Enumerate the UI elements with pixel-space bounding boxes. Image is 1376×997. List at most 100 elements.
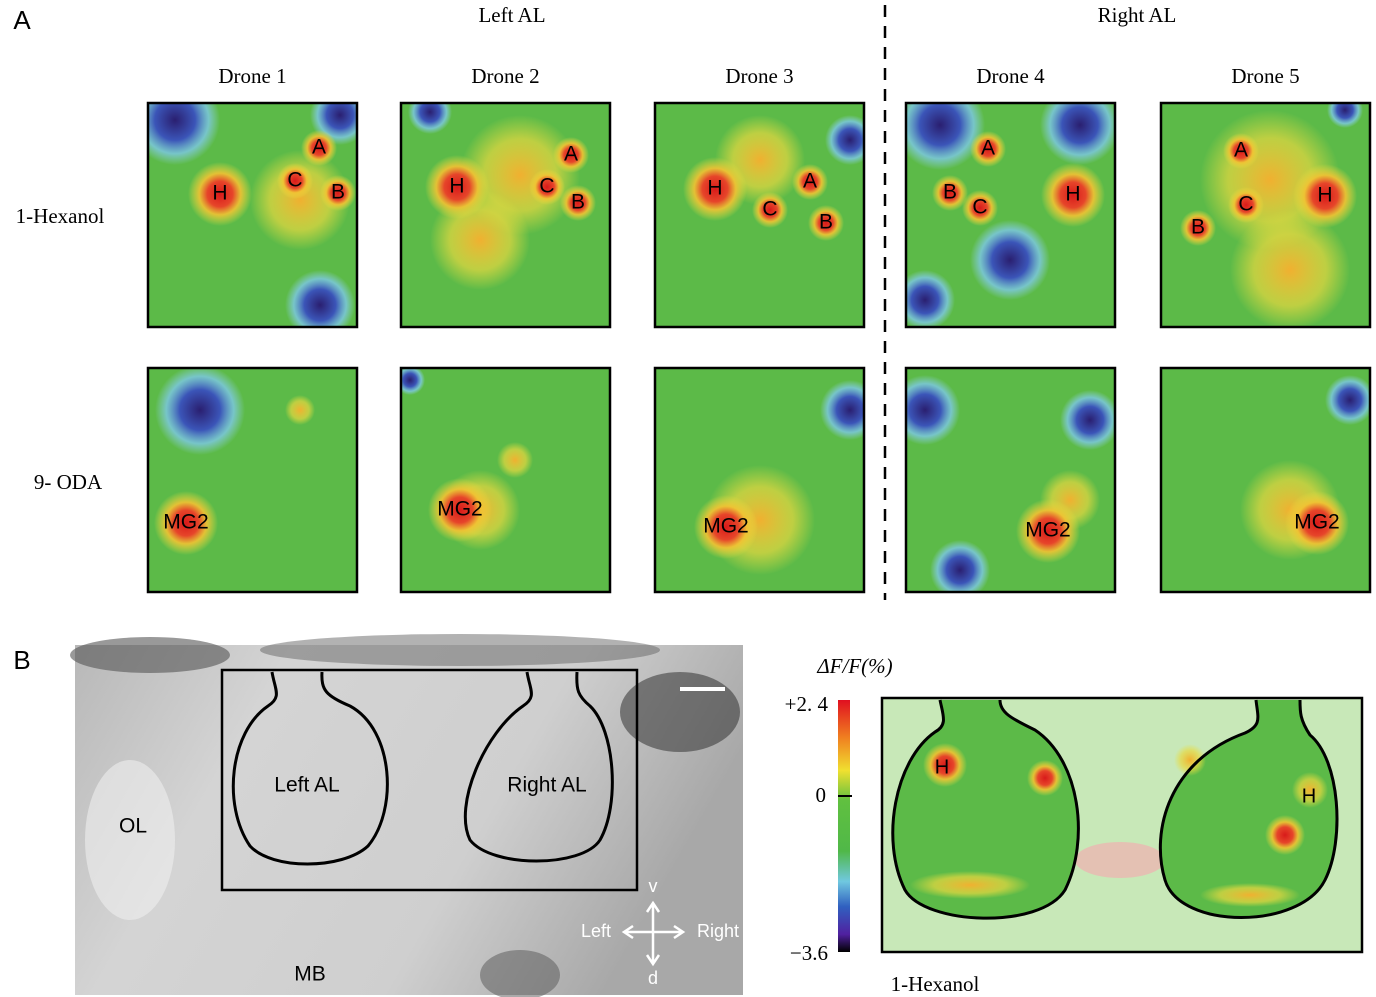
heatmap-image bbox=[130, 75, 370, 340]
glomerulus-label: MG2 bbox=[437, 498, 483, 521]
colorbar-scale bbox=[838, 700, 850, 952]
heatmap: MG2 bbox=[655, 368, 880, 592]
row-label: 1-Hexanol bbox=[16, 204, 105, 228]
colorbar-label: −3.6 bbox=[790, 941, 828, 965]
cold-region bbox=[895, 270, 955, 330]
glomerulus-label: B bbox=[331, 181, 345, 204]
glomerulus-label: C bbox=[1238, 193, 1253, 216]
glomerulus-label: MG2 bbox=[1294, 511, 1340, 534]
cold-region bbox=[155, 365, 245, 455]
cold-region bbox=[825, 115, 875, 165]
heatmap-image bbox=[655, 368, 880, 592]
axis-label: Left bbox=[581, 921, 611, 941]
glomerulus-label: MG2 bbox=[163, 511, 209, 534]
highlight bbox=[85, 760, 175, 920]
warm-region bbox=[1230, 210, 1350, 330]
hotspot bbox=[1200, 883, 1300, 907]
hotspot bbox=[1027, 760, 1063, 796]
glomerulus-label: A bbox=[1234, 139, 1248, 162]
glomerulus-label: H bbox=[212, 182, 227, 205]
warm-region bbox=[497, 442, 533, 478]
cold-region bbox=[820, 380, 880, 440]
heatmap: MG2 bbox=[890, 368, 1120, 600]
panel-label: B bbox=[13, 645, 30, 675]
column-title: Drone 2 bbox=[471, 64, 539, 88]
colorbar-label: +2. 4 bbox=[785, 692, 829, 716]
panel-label: A bbox=[13, 5, 31, 35]
image-label: OL bbox=[119, 815, 147, 838]
axis-label: Right bbox=[697, 921, 739, 941]
cold-region bbox=[395, 365, 425, 395]
glomerulus-label: H bbox=[449, 175, 464, 198]
cold-region bbox=[285, 270, 355, 340]
heatmap: MG2 bbox=[148, 365, 357, 592]
glomerulus-label: H bbox=[1317, 184, 1332, 207]
glomerulus-label: H bbox=[935, 756, 949, 778]
shade bbox=[70, 637, 230, 673]
glomerulus-label: C bbox=[972, 196, 987, 219]
axis-label: d bbox=[648, 968, 658, 988]
glomerulus-label: MG2 bbox=[703, 515, 749, 538]
heatmap-image bbox=[395, 365, 610, 592]
image-label: Right AL bbox=[507, 774, 586, 797]
cold-region bbox=[970, 220, 1050, 300]
cold-region bbox=[895, 80, 985, 170]
column-title: Drone 1 bbox=[218, 64, 286, 88]
brain-image: Left AL Right AL OL MB v d Left Right bbox=[70, 634, 743, 997]
heatmap: MG2 bbox=[395, 365, 610, 592]
glomerulus-label: A bbox=[803, 170, 817, 193]
cold-region bbox=[890, 375, 960, 445]
heatmap: HACB bbox=[655, 103, 875, 327]
heatmap: A C H B bbox=[1161, 92, 1370, 330]
panel-a: Drone 1Drone 2Drone 3Drone 4Drone 5HACBH… bbox=[130, 64, 1375, 600]
glomerulus-label: C bbox=[762, 198, 777, 221]
row-label: 9- ODA bbox=[34, 470, 103, 494]
colorbar-title: ΔF/F(%) bbox=[816, 654, 892, 678]
glomerulus-label: H bbox=[1065, 183, 1080, 206]
odor-caption: 1-Hexanol bbox=[891, 972, 980, 996]
heatmap-image bbox=[895, 80, 1120, 330]
glomerulus-label: A bbox=[981, 137, 995, 160]
hotspot bbox=[1265, 815, 1305, 855]
cold-region bbox=[408, 90, 452, 134]
cold-region bbox=[1325, 375, 1375, 425]
column-title: Drone 5 bbox=[1231, 64, 1299, 88]
heatmap-image bbox=[890, 368, 1120, 600]
cold-region bbox=[1040, 85, 1120, 165]
glomerulus-label: A bbox=[564, 143, 578, 166]
column-title: Drone 3 bbox=[725, 64, 793, 88]
colorbar: ΔF/F(%) +2. 4 0 −3.6 bbox=[785, 654, 893, 965]
glomerulus-label: A bbox=[312, 136, 326, 159]
glomerulus-label: H bbox=[1302, 785, 1316, 807]
column-title: Drone 4 bbox=[976, 64, 1045, 88]
glomerulus-label: B bbox=[1191, 216, 1205, 239]
cold-region bbox=[1327, 92, 1363, 128]
group-title: Left AL bbox=[478, 3, 545, 27]
group-title: Right AL bbox=[1098, 3, 1177, 27]
glomerulus-label: B bbox=[943, 181, 957, 204]
heatmap: H AC B bbox=[130, 75, 370, 340]
shade bbox=[260, 634, 660, 666]
glomerulus-label: C bbox=[539, 175, 554, 198]
map-region bbox=[1075, 842, 1165, 878]
glomerulus-label: B bbox=[819, 211, 833, 234]
heatmap-image bbox=[1161, 92, 1370, 330]
colorbar-label: 0 bbox=[816, 783, 827, 807]
image-label: MB bbox=[294, 963, 326, 986]
heatmap: H ACB bbox=[401, 90, 610, 327]
image-label: Left AL bbox=[274, 774, 339, 797]
glomerulus-label: MG2 bbox=[1025, 519, 1071, 542]
heatmap: MG2 bbox=[1161, 368, 1375, 592]
heatmap-image bbox=[1161, 368, 1375, 592]
figure: Drone 1Drone 2Drone 3Drone 4Drone 5HACBH… bbox=[0, 0, 1376, 997]
glomerulus-label: C bbox=[287, 169, 302, 192]
heatmap: A BC H bbox=[895, 80, 1120, 330]
cold-region bbox=[130, 75, 220, 165]
glomerulus-label: B bbox=[571, 191, 585, 214]
axis-label: v bbox=[649, 876, 658, 896]
heatmap-image bbox=[148, 365, 357, 592]
warm-region bbox=[285, 395, 315, 425]
cold-region bbox=[1060, 390, 1120, 450]
hotspot bbox=[910, 871, 1030, 899]
response-map: H H bbox=[882, 698, 1362, 952]
